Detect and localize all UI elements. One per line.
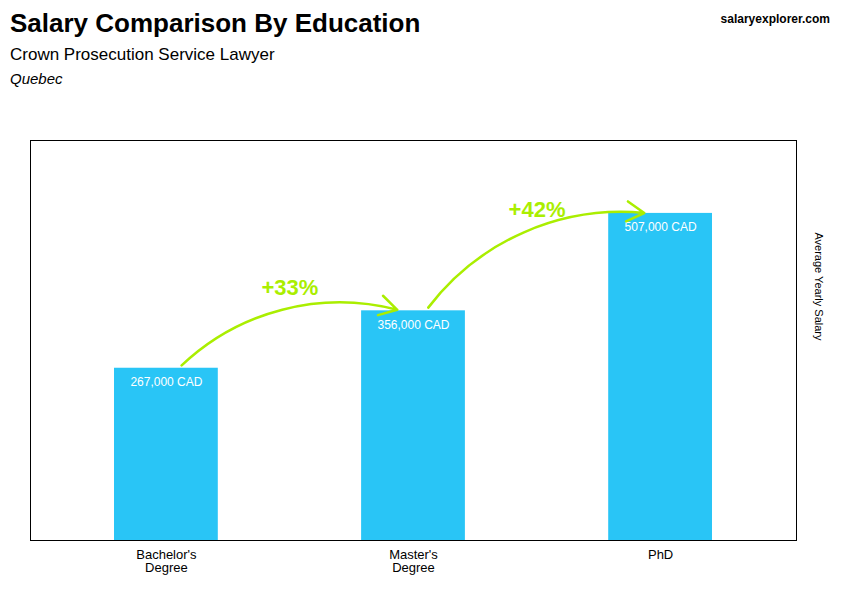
html-text:Salary Comparison By Education: Salary Comparison By Education bbox=[10, 8, 421, 38]
svg-text:PhD: PhD bbox=[648, 547, 673, 562]
html-text:Crown Prosecution Service Lawy: Crown Prosecution Service Lawyer bbox=[10, 45, 275, 64]
svg-text:507,000 CAD: 507,000 CAD bbox=[625, 220, 697, 234]
svg-text:267,000 CAD: 267,000 CAD bbox=[130, 375, 202, 389]
svg-text:Average Yearly Salary: Average Yearly Salary bbox=[813, 232, 825, 341]
html-text:salaryexplorer.com: salaryexplorer.com bbox=[720, 12, 830, 26]
svg-text:+42%: +42% bbox=[509, 197, 566, 222]
svg-text:Master'sDegree: Master'sDegree bbox=[389, 547, 438, 575]
html-text:Quebec: Quebec bbox=[10, 70, 63, 87]
svg-text:356,000 CAD: 356,000 CAD bbox=[377, 318, 449, 332]
svg-text:Bachelor'sDegree: Bachelor'sDegree bbox=[136, 547, 197, 575]
svg-text:+33%: +33% bbox=[262, 275, 319, 300]
